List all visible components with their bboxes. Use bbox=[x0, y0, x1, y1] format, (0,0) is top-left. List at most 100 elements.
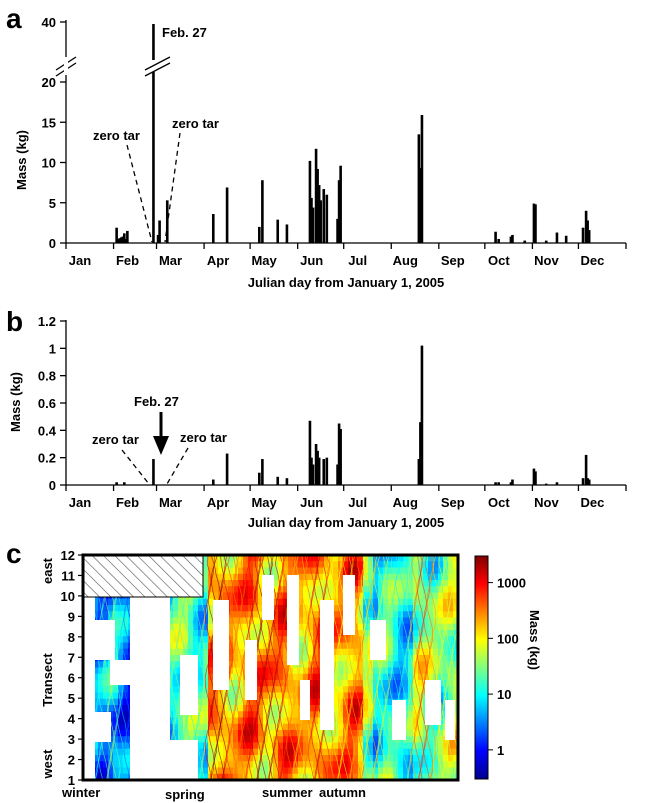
heatmap-cell bbox=[103, 667, 109, 675]
heatmap-cell bbox=[93, 680, 99, 687]
heatmap-cell bbox=[278, 698, 284, 706]
heatmap-cell bbox=[383, 686, 389, 694]
a-bar bbox=[225, 187, 229, 243]
heatmap-cell bbox=[293, 680, 299, 687]
heatmap-cell bbox=[333, 642, 339, 650]
heatmap-cell bbox=[358, 692, 364, 700]
heatmap-cell bbox=[338, 648, 344, 656]
heatmap-cell bbox=[363, 561, 369, 569]
heatmap-cell bbox=[183, 598, 189, 606]
heatmap-cell bbox=[173, 692, 179, 700]
heatmap-cell bbox=[353, 630, 359, 637]
heatmap-cell bbox=[238, 705, 244, 712]
heatmap-cell bbox=[173, 630, 179, 637]
heatmap-cell bbox=[303, 767, 309, 775]
contour-line bbox=[232, 555, 240, 780]
heatmap-cell bbox=[413, 561, 419, 569]
heatmap-cell bbox=[338, 661, 344, 669]
a-bar bbox=[509, 236, 513, 243]
heatmap-cell bbox=[268, 661, 274, 669]
heatmap-cell bbox=[293, 711, 299, 719]
heatmap-cell bbox=[268, 730, 274, 737]
transect-tick-label: 4 bbox=[68, 712, 76, 727]
heatmap-cell bbox=[368, 580, 374, 587]
heatmap-cell bbox=[408, 661, 414, 669]
heatmap-cell bbox=[328, 580, 334, 587]
heatmap-cell bbox=[373, 773, 379, 780]
b-bar bbox=[532, 468, 536, 485]
heatmap-cell bbox=[448, 686, 454, 694]
heatmap-cell bbox=[343, 705, 349, 712]
heatmap-cell bbox=[383, 736, 389, 744]
heatmap-cell bbox=[123, 705, 129, 712]
heatmap-cell bbox=[363, 605, 369, 612]
heatmap-cell bbox=[173, 698, 179, 706]
heatmap-cell bbox=[313, 611, 319, 619]
heatmap-cell bbox=[338, 723, 344, 731]
heatmap-cell bbox=[438, 642, 444, 650]
a-bar bbox=[258, 226, 261, 243]
b-bar bbox=[336, 464, 339, 485]
heatmap-blank-patch bbox=[213, 600, 229, 690]
heatmap-cell bbox=[413, 717, 419, 725]
heatmap-cell bbox=[353, 642, 359, 650]
heatmap-cell bbox=[233, 686, 239, 694]
transect-tick-label: 3 bbox=[68, 732, 75, 747]
heatmap-cell bbox=[288, 555, 294, 562]
heatmap-cell bbox=[278, 761, 284, 769]
heatmap-cell bbox=[228, 611, 234, 619]
heatmap-cell bbox=[313, 630, 319, 637]
heatmap-cell bbox=[333, 555, 339, 562]
heatmap-cell bbox=[123, 598, 129, 606]
transect-tick-label: 12 bbox=[61, 548, 75, 563]
heatmap-cell bbox=[233, 623, 239, 631]
heatmap-cell bbox=[418, 617, 424, 625]
heatmap-cell bbox=[283, 692, 289, 700]
heatmap-cell bbox=[328, 767, 334, 775]
heatmap-cell bbox=[118, 623, 124, 631]
heatmap-cell bbox=[238, 773, 244, 780]
heatmap-cell bbox=[93, 605, 99, 612]
heatmap-cell bbox=[308, 767, 314, 775]
heatmap-cell bbox=[168, 717, 174, 725]
heatmap-cell bbox=[358, 655, 364, 662]
contour-line bbox=[414, 555, 421, 780]
heatmap-cell bbox=[398, 586, 404, 594]
heatmap-cell bbox=[368, 661, 374, 669]
heatmap-cell bbox=[333, 673, 339, 681]
heatmap-cell bbox=[343, 723, 349, 731]
heatmap-cell bbox=[308, 761, 314, 769]
heatmap-cell bbox=[233, 605, 239, 612]
heatmap-cell bbox=[238, 686, 244, 694]
heatmap-cell bbox=[423, 561, 429, 569]
heatmap-cell bbox=[388, 692, 394, 700]
transect-tick-label: 2 bbox=[68, 753, 75, 768]
b-bar bbox=[420, 345, 424, 485]
contour-line bbox=[276, 555, 284, 780]
heatmap-cell bbox=[263, 748, 269, 756]
heatmap-cell bbox=[118, 648, 124, 656]
heatmap-cell bbox=[303, 586, 309, 594]
heatmap-cell bbox=[258, 680, 264, 687]
heatmap-cell bbox=[408, 680, 414, 687]
heatmap-cell bbox=[228, 561, 234, 569]
heatmap-cell bbox=[283, 598, 289, 606]
heatmap-cell bbox=[368, 598, 374, 606]
heatmap-cell bbox=[238, 742, 244, 750]
heatmap-cell bbox=[398, 636, 404, 644]
heatmap-cell bbox=[233, 580, 239, 587]
heatmap-cell bbox=[253, 555, 259, 562]
heatmap-cell bbox=[303, 673, 309, 681]
heatmap-cell bbox=[448, 692, 454, 700]
heatmap-cell bbox=[228, 555, 234, 562]
heatmap-cell bbox=[268, 723, 274, 731]
a-bar bbox=[494, 231, 497, 243]
heatmap-cell bbox=[408, 611, 414, 619]
heatmap-cell bbox=[353, 598, 359, 606]
heatmap-cell bbox=[373, 592, 379, 600]
heatmap-cell bbox=[398, 611, 404, 619]
heatmap-cell bbox=[123, 642, 129, 650]
b-bar bbox=[261, 459, 264, 485]
heatmap-cell bbox=[353, 617, 359, 625]
transect-tick-label: 5 bbox=[68, 691, 75, 706]
